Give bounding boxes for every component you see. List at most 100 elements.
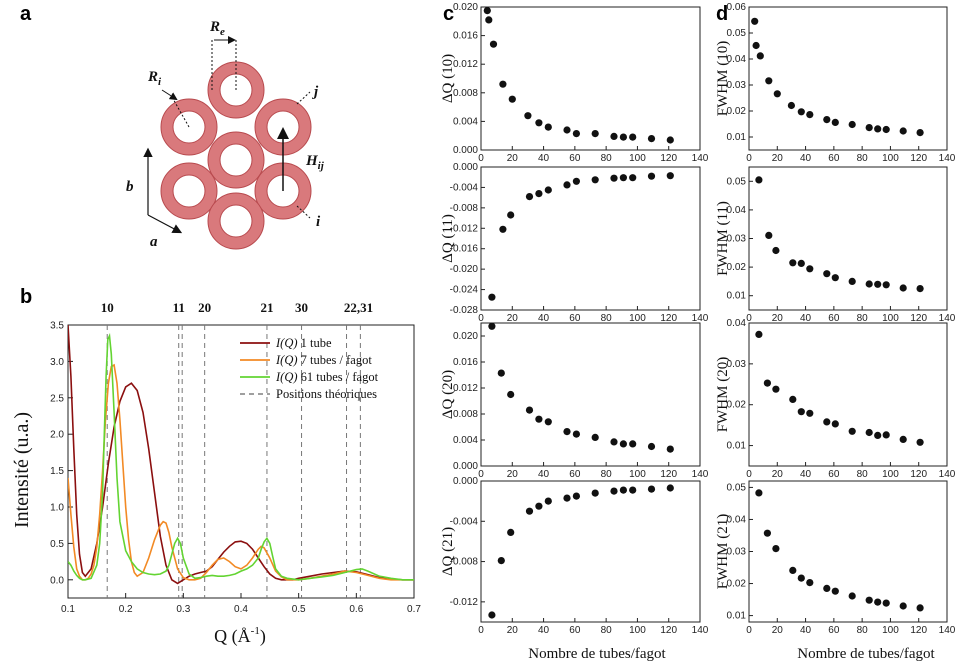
position-label: 30 <box>295 300 308 315</box>
x-tick-label: 80 <box>601 313 613 324</box>
tube-4 <box>208 132 264 188</box>
data-point <box>647 172 656 180</box>
scatter-ylabel: ΔQ (10) <box>440 54 456 103</box>
data-point <box>899 127 907 135</box>
y-tick-label: 0.000 <box>453 162 478 173</box>
y-tick-label: 0.016 <box>453 357 478 368</box>
tube-outer-5 <box>160 162 218 220</box>
scatter-panel-8: 0 20 40 60 80 100 120 140 0.01 0.02 0.03 0.04 0.05 FW… <box>715 480 956 636</box>
x-tick-label: 60 <box>828 625 840 636</box>
y-tick-label: 0.03 <box>727 234 747 245</box>
x-tick-label: 0 <box>746 153 752 164</box>
ri-arrow <box>161 89 178 101</box>
data-point <box>865 280 873 288</box>
scatter-frame <box>748 6 948 151</box>
scatter-panel-7: 0 20 40 60 80 100 120 140 0.01 0.02 0.03 0.04 FWHM (… <box>715 318 956 480</box>
y-tick-label: 0.000 <box>453 476 478 487</box>
data-point <box>831 587 839 595</box>
data-point <box>882 431 890 439</box>
series-line-2 <box>68 363 414 581</box>
y-tick-label: 0.004 <box>453 116 478 127</box>
series-line-3 <box>68 332 414 581</box>
x-tick-label: 120 <box>910 153 927 164</box>
data-point <box>535 415 543 423</box>
data-point <box>882 281 890 289</box>
x-tick-label: 100 <box>882 153 899 164</box>
data-point <box>916 129 924 137</box>
y-tick-label: 0.04 <box>727 318 747 329</box>
scatter-panel-1: 0 20 40 60 80 100 120 140 0.000 0.004 0.008 0.012 0.… <box>440 2 709 164</box>
x-tick-label: 100 <box>882 469 899 480</box>
legend-entry: Positions théoriques <box>276 387 377 401</box>
data-point <box>507 390 515 399</box>
y-tick-label: 0.000 <box>453 145 478 156</box>
y-tick-label: 1.0 <box>50 503 64 514</box>
x-tick-label: 120 <box>910 313 927 324</box>
scatter-panel-6: 0 20 40 60 80 100 120 140 0.01 0.02 0.03 0.04 0.05 FW… <box>715 166 956 324</box>
x-tick-label: 120 <box>660 469 677 480</box>
x-tick-label: 120 <box>660 153 677 164</box>
data-point <box>755 489 763 497</box>
tube-outer-2 <box>160 98 218 156</box>
data-point <box>535 190 543 198</box>
data-point <box>916 604 924 612</box>
data-point <box>823 418 831 426</box>
y-tick-label: -0.008 <box>450 557 479 568</box>
data-point <box>823 584 831 593</box>
y-tick-label: 0.05 <box>727 482 747 493</box>
panel-label-a: a <box>20 3 32 25</box>
data-point <box>497 369 505 377</box>
x-tick-label: 20 <box>772 625 784 636</box>
x-tick-label: 80 <box>857 625 869 636</box>
x-tick-label: 140 <box>939 625 956 636</box>
x-tick-label: 80 <box>857 469 869 480</box>
y-tick-label: -0.012 <box>450 223 479 234</box>
x-tick-label: 0.1 <box>61 604 75 615</box>
data-point <box>629 174 637 182</box>
data-point <box>848 120 856 129</box>
data-point <box>647 485 656 493</box>
y-tick-label: 0.012 <box>453 59 478 70</box>
data-point <box>765 231 773 239</box>
scatter-ylabel: ΔQ (11) <box>440 214 456 263</box>
x-tick-label: 60 <box>569 153 581 164</box>
position-label: 11 <box>173 300 185 315</box>
x-tick-label: 40 <box>800 153 812 164</box>
x-tick-label: 140 <box>939 313 956 324</box>
data-point <box>572 430 581 438</box>
x-tick-label: 60 <box>828 469 840 480</box>
y-tick-label: 0.008 <box>453 88 478 99</box>
y-tick-label: -0.020 <box>450 264 479 275</box>
data-point <box>772 545 780 553</box>
data-point <box>773 90 781 98</box>
y-tick-label: 0.02 <box>727 106 747 117</box>
data-point <box>535 119 543 127</box>
y-tick-label: 0.020 <box>453 2 478 13</box>
data-point <box>874 598 882 606</box>
label-Hij: Hij <box>305 153 325 172</box>
y-tick-label: -0.004 <box>450 516 479 527</box>
x-tick-label: 80 <box>857 153 869 164</box>
x-tick-label: 20 <box>507 153 519 164</box>
data-point <box>488 293 496 301</box>
scatter-frame <box>748 480 948 623</box>
y-tick-label: 0.06 <box>727 2 747 13</box>
data-point <box>752 41 760 50</box>
x-tick-label: 100 <box>629 469 646 480</box>
y-tick-label: 0.03 <box>727 359 747 370</box>
y-tick-label: 0.016 <box>453 31 478 42</box>
y-tick-label: 0.000 <box>453 461 478 472</box>
data-point <box>507 528 515 537</box>
data-point <box>483 7 491 15</box>
scatter-ylabel: FWHM (10) <box>715 41 731 116</box>
data-point <box>619 174 628 182</box>
y-tick-label: 0.02 <box>727 400 747 411</box>
x-tick-label: 80 <box>601 625 613 636</box>
data-point <box>499 80 507 88</box>
x-tick-label: 120 <box>660 625 677 636</box>
x-tick-label: 60 <box>828 313 840 324</box>
data-point <box>763 379 772 387</box>
x-tick-label: 80 <box>857 313 869 324</box>
data-point <box>497 557 505 565</box>
